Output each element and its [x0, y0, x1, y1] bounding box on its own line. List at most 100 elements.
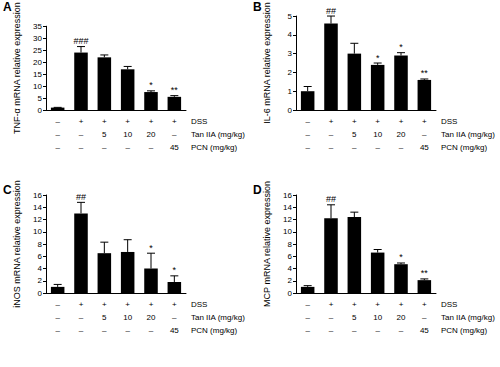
svg-text:–: – — [55, 130, 60, 139]
svg-text:45: 45 — [170, 326, 179, 335]
svg-text:DSS: DSS — [441, 117, 457, 126]
svg-text:–: – — [102, 326, 107, 335]
svg-text:0: 0 — [288, 289, 293, 298]
svg-text:##: ## — [326, 194, 336, 204]
svg-text:+: + — [352, 300, 357, 309]
svg-text:2: 2 — [288, 276, 293, 285]
svg-text:20: 20 — [147, 313, 156, 322]
svg-text:–: – — [125, 143, 130, 152]
svg-text:–: – — [79, 326, 84, 335]
svg-text:5: 5 — [288, 12, 293, 21]
svg-text:0: 0 — [38, 289, 43, 298]
svg-text:*: * — [149, 80, 153, 90]
svg-text:###: ### — [73, 36, 88, 46]
svg-text:PCN (mg/kg): PCN (mg/kg) — [441, 326, 488, 335]
svg-text:10: 10 — [123, 130, 132, 139]
svg-text:4: 4 — [288, 264, 293, 273]
svg-text:45: 45 — [170, 143, 179, 152]
svg-text:8: 8 — [288, 240, 293, 249]
svg-text:–: – — [305, 326, 310, 335]
svg-text:**: ** — [421, 268, 429, 278]
svg-text:+: + — [79, 117, 84, 126]
svg-text:–: – — [352, 326, 357, 335]
svg-text:–: – — [329, 313, 334, 322]
svg-text:DSS: DSS — [191, 117, 207, 126]
svg-text:2: 2 — [38, 276, 43, 285]
svg-text:iNOS mRNA relative expression: iNOS mRNA relative expression — [12, 180, 22, 308]
svg-text:–: – — [79, 143, 84, 152]
svg-text:**: ** — [171, 85, 179, 95]
svg-text:5: 5 — [102, 130, 107, 139]
svg-text:0: 0 — [288, 106, 293, 115]
svg-text:–: – — [352, 143, 357, 152]
svg-text:–: – — [172, 313, 177, 322]
svg-text:Tan IIA (mg/kg): Tan IIA (mg/kg) — [191, 313, 245, 322]
svg-text:D: D — [253, 183, 262, 197]
svg-text:##: ## — [76, 192, 86, 202]
svg-text:*: * — [173, 265, 177, 275]
svg-text:+: + — [149, 117, 154, 126]
svg-text:16: 16 — [33, 191, 42, 200]
svg-text:–: – — [305, 313, 310, 322]
svg-text:+: + — [399, 117, 404, 126]
svg-text:+: + — [149, 300, 154, 309]
svg-text:+: + — [329, 300, 334, 309]
svg-text:PCN (mg/kg): PCN (mg/kg) — [441, 143, 488, 152]
svg-text:MCP mRNA relative expression: MCP mRNA relative expression — [262, 181, 272, 307]
svg-text:DSS: DSS — [441, 300, 457, 309]
svg-text:20: 20 — [147, 130, 156, 139]
svg-text:35: 35 — [33, 22, 42, 31]
svg-text:*: * — [149, 243, 153, 253]
svg-text:–: – — [125, 326, 130, 335]
svg-text:8: 8 — [38, 240, 43, 249]
svg-text:Tan IIA (mg/kg): Tan IIA (mg/kg) — [441, 130, 495, 139]
svg-text:5: 5 — [352, 130, 357, 139]
svg-text:–: – — [149, 326, 154, 335]
svg-text:6: 6 — [288, 252, 293, 261]
svg-text:–: – — [399, 326, 404, 335]
svg-text:10: 10 — [373, 130, 382, 139]
svg-text:–: – — [422, 130, 427, 139]
svg-text:+: + — [375, 300, 380, 309]
svg-text:+: + — [79, 300, 84, 309]
svg-text:+: + — [125, 117, 130, 126]
svg-text:–: – — [399, 143, 404, 152]
svg-text:2: 2 — [288, 68, 293, 77]
svg-text:**: ** — [421, 68, 429, 78]
svg-text:20: 20 — [33, 58, 42, 67]
svg-text:–: – — [329, 130, 334, 139]
svg-text:6: 6 — [38, 252, 43, 261]
svg-text:–: – — [375, 326, 380, 335]
svg-text:–: – — [305, 130, 310, 139]
svg-text:+: + — [375, 117, 380, 126]
svg-text:20: 20 — [397, 313, 406, 322]
svg-text:+: + — [399, 300, 404, 309]
svg-text:–: – — [55, 313, 60, 322]
svg-text:–: – — [305, 143, 310, 152]
svg-text:*: * — [399, 42, 403, 52]
svg-text:–: – — [149, 143, 154, 152]
svg-text:5: 5 — [352, 313, 357, 322]
svg-text:12: 12 — [33, 215, 42, 224]
svg-text:–: – — [305, 300, 310, 309]
svg-text:##: ## — [326, 6, 336, 16]
svg-text:–: – — [55, 143, 60, 152]
svg-text:–: – — [329, 143, 334, 152]
svg-text:–: – — [55, 300, 60, 309]
svg-text:–: – — [55, 117, 60, 126]
svg-text:+: + — [172, 117, 177, 126]
svg-text:C: C — [3, 183, 12, 197]
svg-text:12: 12 — [283, 215, 292, 224]
svg-text:PCN (mg/kg): PCN (mg/kg) — [191, 326, 238, 335]
svg-text:10: 10 — [283, 227, 292, 236]
svg-text:TNF-α mRNA relative expression: TNF-α mRNA relative expression — [12, 2, 22, 134]
svg-text:Tan IIA (mg/kg): Tan IIA (mg/kg) — [191, 130, 245, 139]
svg-text:+: + — [422, 300, 427, 309]
svg-text:–: – — [79, 130, 84, 139]
svg-text:20: 20 — [397, 130, 406, 139]
svg-text:10: 10 — [33, 227, 42, 236]
svg-text:+: + — [102, 300, 107, 309]
svg-text:1: 1 — [288, 87, 293, 96]
svg-text:B: B — [253, 0, 262, 14]
svg-text:–: – — [329, 326, 334, 335]
